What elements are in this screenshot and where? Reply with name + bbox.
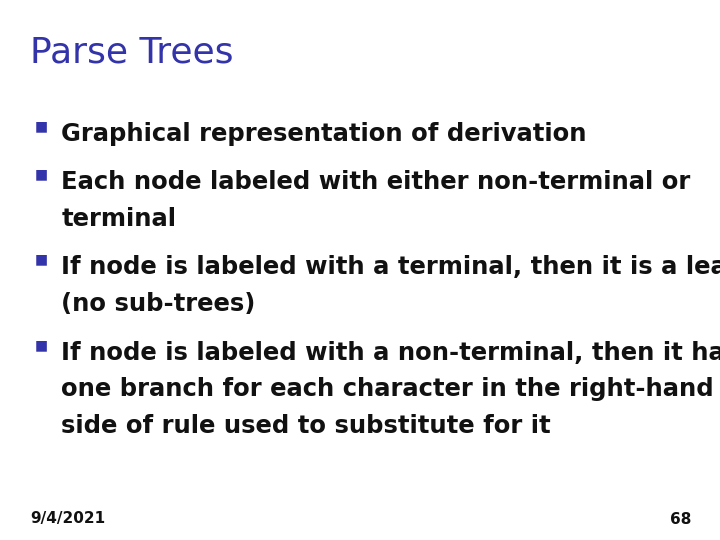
Text: Graphical representation of derivation: Graphical representation of derivation [61,122,587,145]
Text: Each node labeled with either non-terminal or: Each node labeled with either non-termin… [61,170,690,194]
Text: 68: 68 [670,511,691,526]
Text: ■: ■ [35,119,48,133]
Text: (no sub-trees): (no sub-trees) [61,292,256,316]
Text: If node is labeled with a terminal, then it is a leaf: If node is labeled with a terminal, then… [61,255,720,279]
Text: ■: ■ [35,338,48,352]
Text: side of rule used to substitute for it: side of rule used to substitute for it [61,414,551,438]
Text: ■: ■ [35,253,48,267]
Text: If node is labeled with a non-terminal, then it has: If node is labeled with a non-terminal, … [61,341,720,364]
Text: Parse Trees: Parse Trees [30,35,234,69]
Text: terminal: terminal [61,207,176,231]
Text: ■: ■ [35,167,48,181]
Text: 9/4/2021: 9/4/2021 [30,511,105,526]
Text: one branch for each character in the right-hand: one branch for each character in the rig… [61,377,714,401]
